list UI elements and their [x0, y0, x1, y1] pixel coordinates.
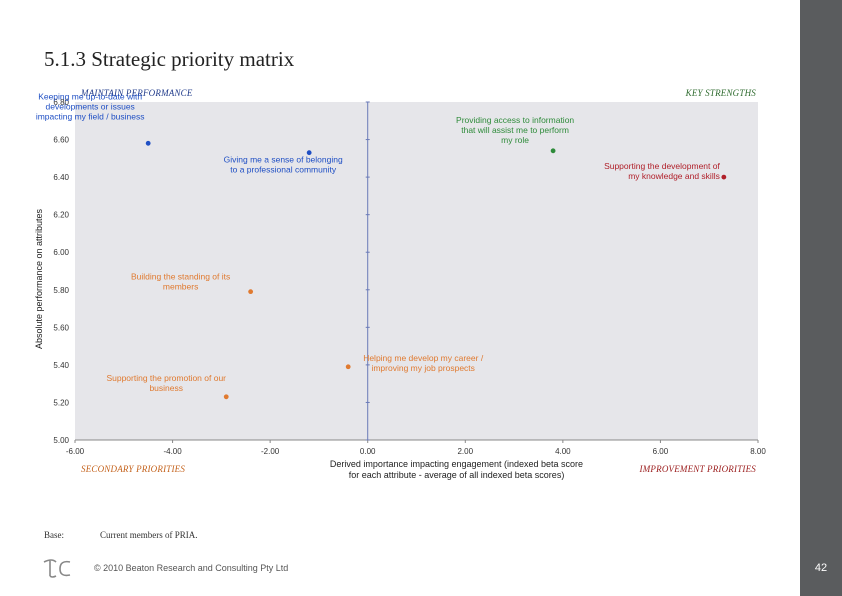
- x-tick-label: 0.00: [360, 447, 376, 456]
- data-point: [248, 289, 254, 295]
- x-axis-title-line-1: Derived importance impacting engagement …: [330, 459, 583, 469]
- data-point: [145, 140, 151, 146]
- y-tick-label: 6.80: [53, 98, 69, 107]
- data-point-label: to a professional community: [230, 165, 337, 175]
- data-point-label: Helping me develop my career /: [363, 353, 484, 363]
- y-tick-label: 6.60: [53, 136, 69, 145]
- data-point-label: business: [149, 383, 183, 393]
- data-point-label: that will assist me to perform: [461, 125, 569, 135]
- priority-matrix-chart: 6.80 6.60 6.40 6.20 6.00 5.80 5.60 5.40 5.20 5.00…: [34, 91, 766, 480]
- x-tick-label: -4.00: [163, 447, 182, 456]
- page-number: 42: [814, 562, 828, 574]
- side-bar: [800, 0, 842, 596]
- page-title: 5.1.3 Strategic priority matrix: [44, 47, 295, 71]
- data-point-label: Keeping me up-to-date with: [38, 91, 142, 101]
- x-tick-label: 4.00: [555, 447, 571, 456]
- base-label: Base:: [44, 530, 64, 540]
- plot-area: [75, 102, 758, 440]
- x-tick-label: 2.00: [457, 447, 473, 456]
- company-logo-icon: [43, 559, 71, 578]
- y-tick-label: 5.80: [53, 286, 69, 295]
- x-axis-title-line-2: for each attribute - average of all inde…: [349, 470, 565, 480]
- y-axis-title: Absolute performance on attributes: [34, 208, 44, 349]
- x-tick-label: 6.00: [653, 447, 669, 456]
- data-point-label: Providing access to information: [456, 115, 574, 125]
- data-point-label: Building the standing of its: [131, 272, 230, 282]
- quadrant-label-secondary: SECONDARY PRIORITIES: [81, 464, 186, 474]
- data-point: [306, 150, 312, 156]
- base-text: Current members of PRIA.: [100, 530, 198, 540]
- y-tick-label: 6.20: [53, 211, 69, 220]
- data-point: [345, 364, 351, 370]
- data-point-label: Supporting the promotion of our: [106, 373, 226, 383]
- y-tick-label: 5.00: [53, 436, 69, 445]
- quadrant-label-maintain: MAINTAIN PERFORMANCE: [81, 88, 193, 98]
- data-point-label: Giving me a sense of belonging: [224, 155, 343, 165]
- data-point-label: developments or issues: [46, 101, 135, 111]
- copyright-text: © 2010 Beaton Research and Consulting Pt…: [94, 563, 289, 573]
- y-tick-label: 6.40: [53, 173, 69, 182]
- data-point-label: impacting my field / business: [36, 111, 145, 121]
- data-point-label: improving my job prospects: [371, 363, 474, 373]
- y-tick-label: 5.20: [53, 398, 69, 407]
- quadrant-label-improvement: IMPROVEMENT PRIORITIES: [639, 464, 756, 474]
- y-tick-label: 6.00: [53, 248, 69, 257]
- data-point-label: Supporting the development of: [604, 161, 720, 171]
- data-point-label: members: [163, 282, 198, 292]
- x-tick-label: -2.00: [261, 447, 280, 456]
- data-point: [550, 148, 556, 154]
- data-point: [721, 174, 727, 180]
- y-tick-label: 5.40: [53, 361, 69, 370]
- y-tick-label: 5.60: [53, 323, 69, 332]
- x-tick-label: -6.00: [66, 447, 85, 456]
- quadrant-label-key-strengths: KEY STRENGTHS: [685, 88, 756, 98]
- data-point-label: my role: [501, 135, 529, 145]
- x-tick-label: 8.00: [750, 447, 766, 456]
- data-point-label: my knowledge and skills: [628, 171, 720, 181]
- data-point: [223, 394, 229, 400]
